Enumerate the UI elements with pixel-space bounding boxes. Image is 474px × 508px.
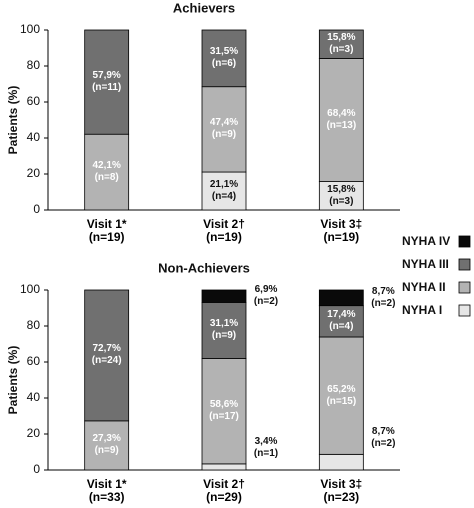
bar-segment <box>201 289 247 303</box>
y-tick-label: 100 <box>20 282 40 296</box>
x-tick-label: Visit 2† (n=19) <box>203 217 245 244</box>
bar-segment <box>318 305 364 338</box>
y-tick-label: 40 <box>27 390 41 404</box>
bar-segment <box>201 463 247 471</box>
y-tick-label: 20 <box>27 426 41 440</box>
value-label: 6,9% (n=2) <box>253 284 279 308</box>
chart-title: Non-Achievers <box>158 260 250 275</box>
y-axis-label: Patients (%) <box>6 346 20 415</box>
y-tick-label: 80 <box>27 318 41 332</box>
legend-label: NYHA III <box>402 257 449 271</box>
bar-segment <box>84 289 130 422</box>
x-tick-label: Visit 2† (n=29) <box>203 477 245 504</box>
value-label: 65,2% (n=15) <box>326 383 357 407</box>
legend-swatch <box>458 304 471 317</box>
legend-label: NYHA IV <box>402 234 450 248</box>
bar-segment <box>201 357 247 465</box>
value-label: 8,7% (n=2) <box>371 426 396 450</box>
value-label: 57,9% (n=11) <box>92 70 122 94</box>
chart-title: Achievers <box>173 0 235 15</box>
value-label: 42,1% (n=8) <box>92 160 121 184</box>
legend-swatch <box>458 281 471 294</box>
bar-segment <box>84 420 130 471</box>
x-tick-label: Visit 1* (n=19) <box>86 217 127 244</box>
bar-segment <box>318 453 364 471</box>
value-label: 31,5% (n=6) <box>209 46 239 70</box>
bar-segment <box>84 133 130 211</box>
value-label: 21,1% (n=4) <box>209 179 239 202</box>
y-tick-label: 100 <box>20 22 40 36</box>
bar-segment <box>318 336 364 455</box>
legend-swatch <box>458 235 471 248</box>
legend-label: NYHA I <box>402 303 442 317</box>
bar-segment <box>201 302 247 359</box>
y-axis-label: Patients (%) <box>6 86 20 155</box>
value-label: 27,3% (n=9) <box>92 433 121 457</box>
bar-segment <box>84 29 130 135</box>
y-tick-label: 0 <box>33 462 40 476</box>
y-tick-label: 60 <box>27 354 41 368</box>
value-label: 68,4% (n=13) <box>326 108 357 131</box>
y-tick-label: 40 <box>27 130 41 144</box>
value-label: 17,4% (n=4) <box>327 309 356 333</box>
value-label: 15,8% (n=3) <box>327 32 356 56</box>
value-label: 72,7% (n=24) <box>91 343 122 367</box>
y-tick-label: 0 <box>33 202 40 216</box>
value-label: 31,1% (n=9) <box>209 318 239 342</box>
bar-segment <box>318 289 364 307</box>
bar-segment <box>201 171 247 211</box>
legend-label: NYHA II <box>402 280 446 294</box>
value-label: 3,4% (n=1) <box>253 435 279 459</box>
value-label: 58,6% (n=17) <box>209 399 239 423</box>
x-tick-label: Visit 3‡ (n=23) <box>320 477 363 504</box>
y-tick-label: 80 <box>27 58 41 72</box>
value-label: 15,8% (n=3) <box>327 183 356 207</box>
value-label: 8,7% (n=2) <box>371 285 396 309</box>
x-tick-label: Visit 3‡ (n=19) <box>320 217 363 244</box>
legend-swatch <box>458 258 471 271</box>
bar-segment <box>201 29 247 88</box>
y-tick-label: 20 <box>27 166 41 180</box>
value-label: 47,4% (n=9) <box>209 117 239 141</box>
y-tick-label: 60 <box>27 94 41 108</box>
bar-segment <box>201 86 247 173</box>
bar-segment <box>318 29 364 59</box>
x-tick-label: Visit 1* (n=33) <box>86 477 127 504</box>
